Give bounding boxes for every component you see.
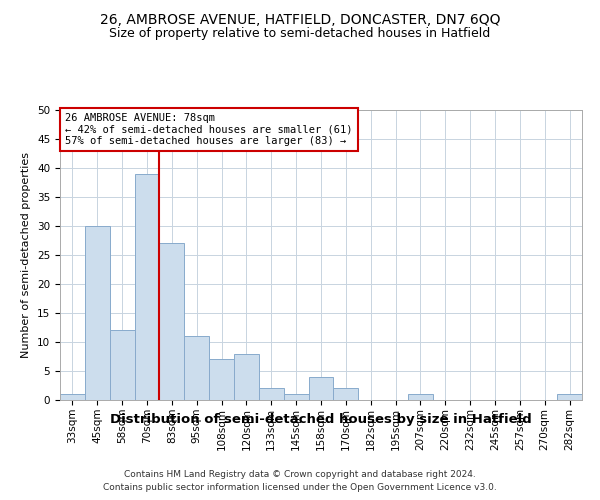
Text: Contains public sector information licensed under the Open Government Licence v3: Contains public sector information licen… xyxy=(103,482,497,492)
Bar xyxy=(209,360,234,400)
Text: Size of property relative to semi-detached houses in Hatfield: Size of property relative to semi-detach… xyxy=(109,28,491,40)
Text: Contains HM Land Registry data © Crown copyright and database right 2024.: Contains HM Land Registry data © Crown c… xyxy=(124,470,476,479)
Bar xyxy=(134,174,160,400)
Text: 26, AMBROSE AVENUE, HATFIELD, DONCASTER, DN7 6QQ: 26, AMBROSE AVENUE, HATFIELD, DONCASTER,… xyxy=(100,12,500,26)
Bar xyxy=(408,394,433,400)
Bar xyxy=(110,330,134,400)
Bar xyxy=(85,226,110,400)
Bar xyxy=(284,394,308,400)
Text: 26 AMBROSE AVENUE: 78sqm
← 42% of semi-detached houses are smaller (61)
57% of s: 26 AMBROSE AVENUE: 78sqm ← 42% of semi-d… xyxy=(65,113,353,146)
Bar xyxy=(334,388,358,400)
Bar xyxy=(184,336,209,400)
Bar xyxy=(160,244,184,400)
Y-axis label: Number of semi-detached properties: Number of semi-detached properties xyxy=(22,152,31,358)
Bar xyxy=(557,394,582,400)
Bar xyxy=(60,394,85,400)
Bar xyxy=(259,388,284,400)
Bar xyxy=(308,377,334,400)
Text: Distribution of semi-detached houses by size in Hatfield: Distribution of semi-detached houses by … xyxy=(110,412,532,426)
Bar xyxy=(234,354,259,400)
